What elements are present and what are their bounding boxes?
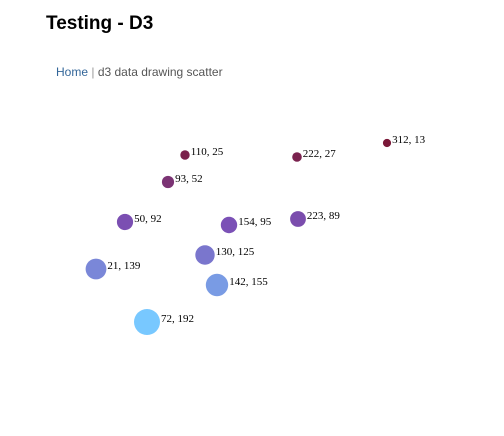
point-label: 312, 13 (392, 134, 426, 146)
scatter-point (134, 309, 160, 335)
scatter-point (205, 273, 229, 297)
point-label: 93, 52 (175, 173, 203, 185)
point-label: 110, 25 (191, 146, 224, 158)
scatter-point (116, 213, 134, 231)
point-label: 154, 95 (238, 216, 272, 228)
point-label: 130, 125 (216, 246, 255, 258)
home-link[interactable]: Home (56, 65, 89, 79)
breadcrumb-separator: | (91, 65, 95, 79)
point-label: 21, 139 (107, 260, 140, 272)
breadcrumb-current: d3 data drawing scatter (97, 65, 223, 79)
point-label: 223, 89 (307, 210, 341, 222)
scatter-point (220, 216, 238, 234)
point-label: 222, 27 (303, 148, 337, 160)
scatter-point (161, 175, 175, 189)
scatter-point (292, 152, 302, 162)
point-label: 50, 92 (134, 213, 162, 225)
point-label: 72, 192 (161, 313, 194, 325)
scatter-point (195, 245, 215, 265)
breadcrumb: Home | d3 data drawing scatter (56, 65, 223, 79)
point-label: 142, 155 (229, 276, 268, 288)
scatter-point (382, 138, 392, 148)
page-title: Testing - D3 (46, 13, 154, 34)
scatter-point (290, 211, 306, 227)
scatter-point (85, 258, 107, 280)
scatter-point (180, 150, 190, 160)
